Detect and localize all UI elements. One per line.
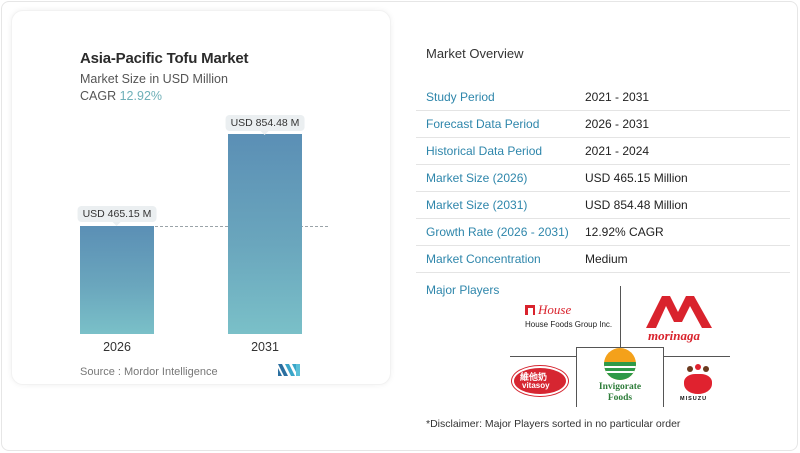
overview-value: 2021 - 2024 bbox=[585, 144, 650, 158]
major-players-grid: House House Foods Group Inc. morinaga 維他… bbox=[510, 286, 730, 407]
bar-chart: USD 465.15 M USD 854.48 M 2026 2031 bbox=[0, 0, 400, 400]
overview-row: Forecast Data Period 2026 - 2031 bbox=[416, 111, 790, 138]
house-foods-name: House Foods Group Inc. bbox=[525, 320, 613, 329]
misuzu-wordmark: MISUZU bbox=[680, 396, 708, 402]
misuzu-logo: MISUZU bbox=[678, 364, 718, 404]
divider bbox=[664, 356, 730, 357]
overview-row: Market Size (2026) USD 465.15 Million bbox=[416, 165, 790, 192]
dot-icon bbox=[695, 364, 701, 370]
overview-value: Medium bbox=[585, 252, 628, 266]
overview-key: Historical Data Period bbox=[426, 144, 543, 158]
divider bbox=[620, 286, 621, 347]
overview-row: Growth Rate (2026 - 2031) 12.92% CAGR bbox=[416, 219, 790, 246]
overview-value: 2021 - 2031 bbox=[585, 90, 650, 104]
overview-key: Market Size (2031) bbox=[426, 198, 528, 212]
divider-box bbox=[576, 347, 664, 407]
invigorate-foods-logo: Invigorate Foods bbox=[580, 348, 660, 406]
morinaga-logo: morinaga bbox=[640, 290, 720, 346]
overview-row: Market Concentration Medium bbox=[416, 246, 790, 273]
vitasoy-chinese: 維他奶 bbox=[520, 372, 548, 382]
major-players-label: Major Players bbox=[426, 283, 500, 297]
heart-icon bbox=[684, 374, 712, 394]
dot-icon bbox=[703, 366, 709, 372]
cagr-label: CAGR bbox=[80, 89, 117, 103]
overview-key: Study Period bbox=[426, 90, 495, 104]
bar-label-2031: USD 854.48 M bbox=[225, 115, 305, 135]
divider bbox=[510, 356, 576, 357]
source-text: Source : Mordor Intelligence bbox=[80, 366, 218, 378]
overview-key: Forecast Data Period bbox=[426, 117, 540, 131]
morinaga-m-icon bbox=[646, 296, 712, 328]
vitasoy-wordmark: vitasoy bbox=[522, 381, 550, 390]
chart-subtitle: Market Size in USD Million bbox=[80, 72, 228, 86]
reference-line bbox=[80, 226, 328, 227]
overview-value: 2026 - 2031 bbox=[585, 117, 650, 131]
overview-value: USD 854.48 Million bbox=[585, 198, 688, 212]
overview-row: Study Period 2021 - 2031 bbox=[416, 84, 790, 111]
overview-value: 12.92% CAGR bbox=[585, 225, 664, 239]
overview-row: Market Size (2031) USD 854.48 Million bbox=[416, 192, 790, 219]
chart-cagr: CAGR 12.92% bbox=[80, 89, 162, 103]
x-tick-2031: 2031 bbox=[251, 340, 279, 354]
overview-value: USD 465.15 Million bbox=[585, 171, 688, 185]
mordor-intelligence-logo-icon bbox=[278, 364, 300, 376]
vitasoy-logo: 維他奶 vitasoy bbox=[510, 364, 572, 398]
overview-key: Market Concentration bbox=[426, 252, 541, 266]
invigorate-line2: Foods bbox=[607, 393, 633, 403]
bar-2031 bbox=[228, 134, 302, 334]
disclaimer: *Disclaimer: Major Players sorted in no … bbox=[426, 418, 681, 430]
morinaga-wordmark: morinaga bbox=[648, 328, 701, 343]
overview-key: Growth Rate (2026 - 2031) bbox=[426, 225, 569, 239]
chart-title: Asia-Pacific Tofu Market bbox=[80, 50, 249, 67]
invigorate-line1: Invigorate bbox=[598, 382, 642, 392]
overview-key: Market Size (2026) bbox=[426, 171, 528, 185]
x-tick-2026: 2026 bbox=[103, 340, 131, 354]
vitasoy-oval-icon bbox=[512, 366, 568, 396]
cagr-value: 12.92% bbox=[119, 89, 163, 103]
overview-table: Study Period 2021 - 2031 Forecast Data P… bbox=[416, 84, 790, 273]
overview-title: Market Overview bbox=[426, 46, 524, 61]
dot-icon bbox=[687, 366, 693, 372]
house-foods-logo: House House Foods Group Inc. bbox=[525, 302, 620, 329]
bar-2026 bbox=[80, 226, 154, 334]
house-icon bbox=[525, 305, 535, 315]
bar-label-2026: USD 465.15 M bbox=[77, 206, 157, 226]
overview-row: Historical Data Period 2021 - 2024 bbox=[416, 138, 790, 165]
chart-panel bbox=[11, 10, 391, 385]
sun-field-icon bbox=[604, 348, 636, 380]
house-wordmark: House bbox=[538, 302, 572, 317]
invigorate-wordmark: Invigorate Foods bbox=[580, 382, 660, 404]
